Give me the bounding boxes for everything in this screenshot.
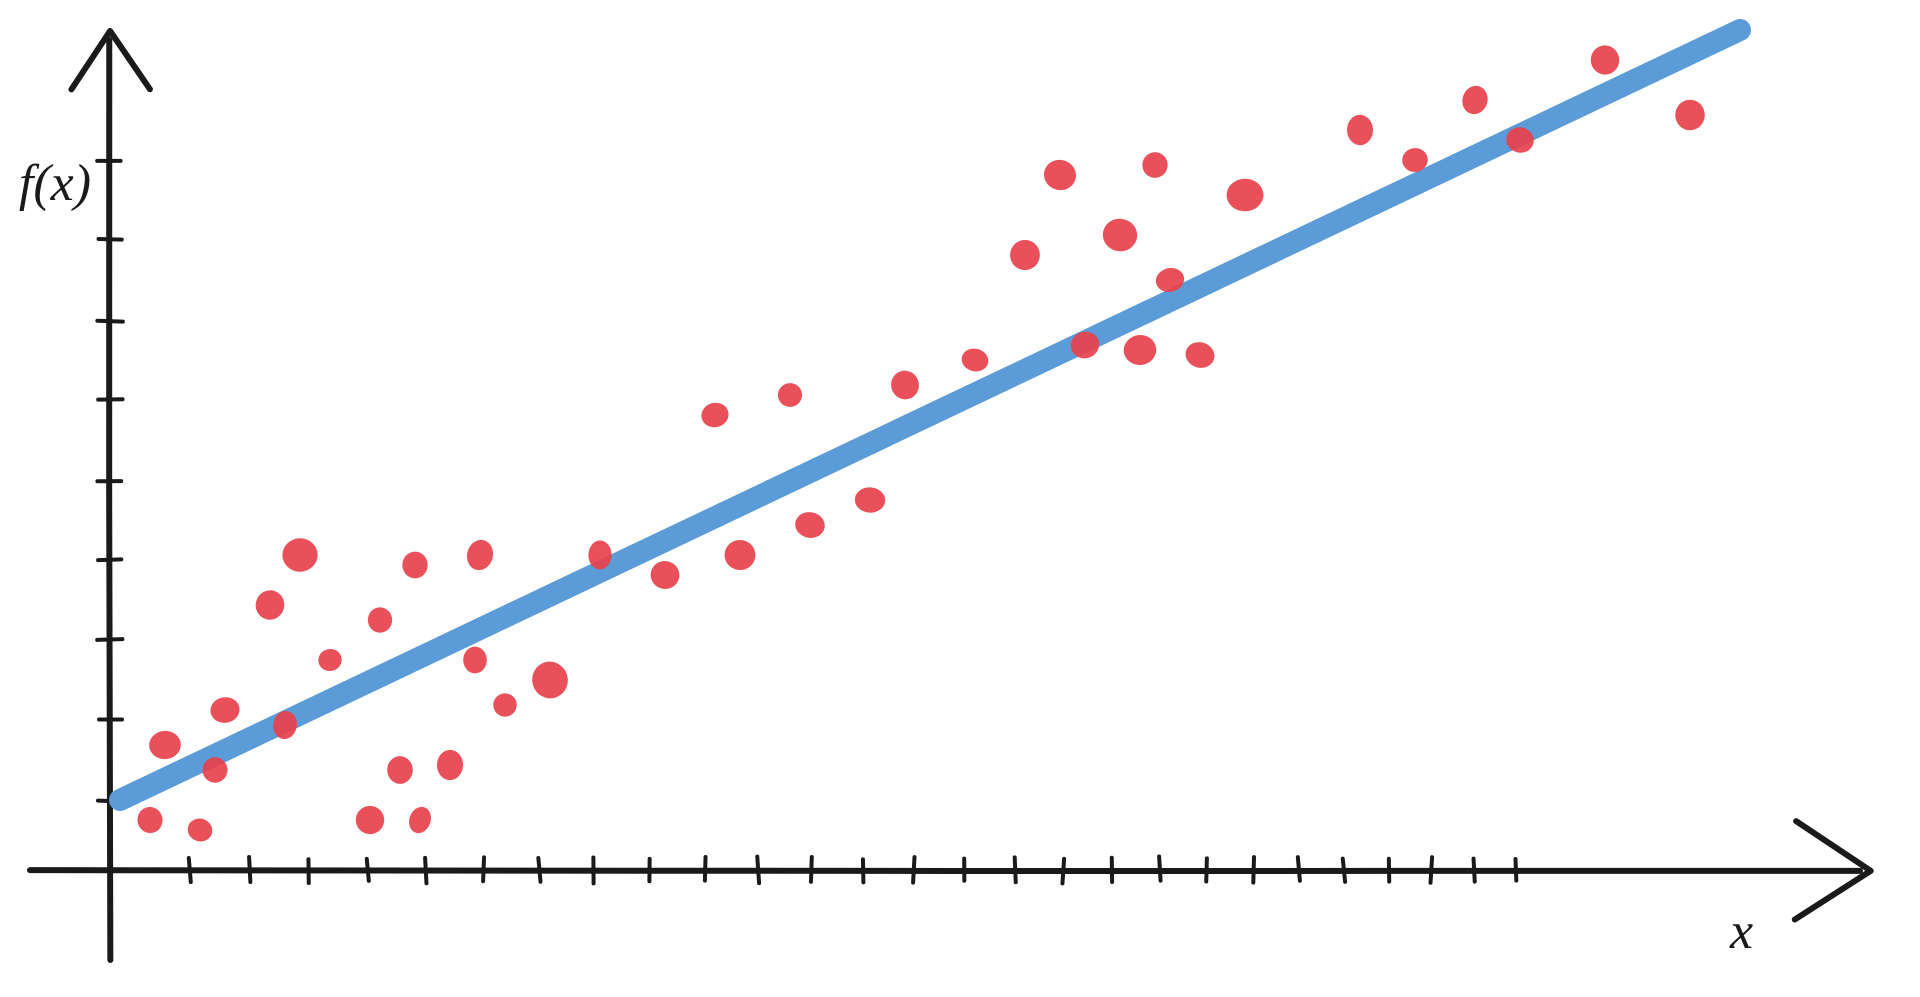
chart-background (0, 0, 1920, 997)
x-tick (705, 857, 706, 881)
x-tick (1159, 857, 1160, 881)
x-tick (913, 857, 914, 883)
x-tick (425, 858, 426, 883)
x-tick (538, 858, 540, 882)
x-axis-label: x (1729, 903, 1753, 960)
x-tick (1474, 859, 1475, 882)
y-tick (97, 321, 123, 322)
x-tick (1206, 858, 1207, 881)
scatter-regression-chart: f(x) x (0, 0, 1920, 997)
y-axis (109, 40, 110, 960)
x-tick (1298, 857, 1300, 881)
y-axis-label: f(x) (19, 155, 91, 212)
x-tick (1343, 859, 1345, 882)
x-tick (367, 859, 369, 881)
y-tick (98, 559, 121, 560)
x-tick (483, 857, 484, 881)
x-tick (249, 857, 250, 882)
x-tick (1062, 859, 1064, 884)
x-tick (757, 857, 759, 884)
x-axis (30, 870, 1860, 871)
x-tick (189, 858, 191, 882)
y-tick (97, 639, 122, 640)
x-tick (1253, 857, 1254, 882)
x-tick (1431, 857, 1433, 883)
x-tick (1015, 857, 1016, 882)
x-tick (811, 857, 812, 882)
y-tick (99, 239, 122, 240)
x-tick (1516, 859, 1517, 881)
